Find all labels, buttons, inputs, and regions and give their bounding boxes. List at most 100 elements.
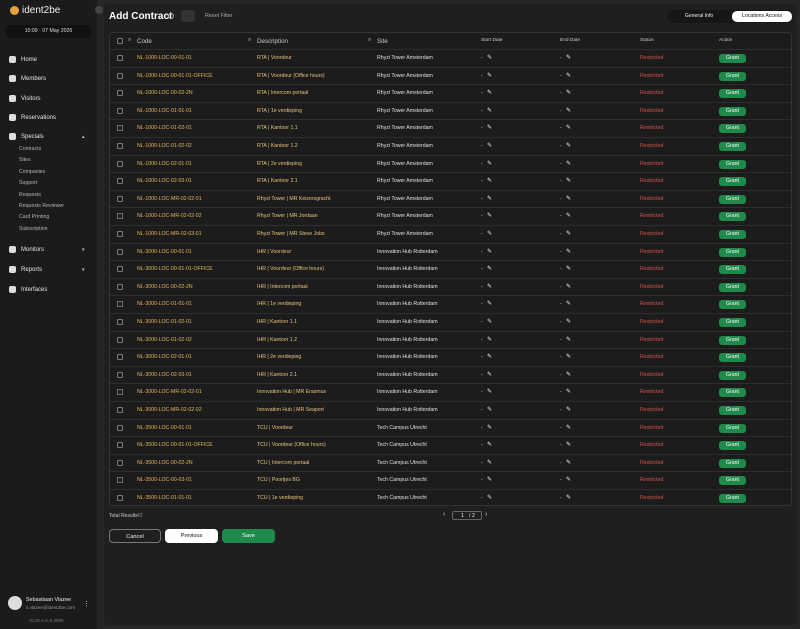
edit-icon[interactable]: ✎ bbox=[487, 424, 493, 431]
nav-item[interactable]: Reservations bbox=[21, 115, 57, 121]
grant-button[interactable]: Grant bbox=[719, 212, 746, 222]
checkbox[interactable] bbox=[117, 213, 123, 220]
reset-filter[interactable]: Reset Filter bbox=[205, 13, 233, 19]
checkbox[interactable] bbox=[117, 90, 123, 97]
edit-icon[interactable]: ✎ bbox=[566, 125, 572, 132]
edit-icon[interactable]: ✎ bbox=[487, 55, 493, 61]
nav-item[interactable]: Monitors bbox=[21, 247, 45, 253]
nav-item[interactable]: Members bbox=[21, 76, 47, 82]
edit-icon[interactable]: ✎ bbox=[566, 407, 572, 413]
collapse[interactable] bbox=[95, 6, 103, 14]
grant-button[interactable]: Grant bbox=[719, 388, 746, 398]
edit-icon[interactable]: ✎ bbox=[487, 336, 493, 343]
nav-item[interactable]: Visitors bbox=[21, 96, 41, 102]
nav-subitem[interactable]: Subscription bbox=[19, 225, 48, 232]
edit-icon[interactable]: ✎ bbox=[566, 459, 572, 466]
grant-button[interactable]: Grant bbox=[719, 335, 746, 345]
checkbox[interactable] bbox=[117, 424, 123, 431]
edit-icon[interactable]: ✎ bbox=[487, 283, 493, 290]
nav-caret[interactable]: ▴ bbox=[82, 134, 85, 140]
grant-button[interactable]: Grant bbox=[719, 441, 746, 451]
edit-icon[interactable]: ✎ bbox=[487, 477, 493, 484]
edit-icon[interactable]: ✎ bbox=[487, 107, 493, 114]
nav-caret[interactable]: ▾ bbox=[82, 267, 85, 273]
checkbox[interactable] bbox=[117, 143, 123, 149]
edit-icon[interactable]: ✎ bbox=[566, 195, 572, 202]
edit-icon[interactable]: ✎ bbox=[487, 407, 493, 413]
edit-icon[interactable]: ✎ bbox=[487, 178, 493, 185]
checkbox[interactable] bbox=[117, 266, 123, 273]
grant-button[interactable]: Grant bbox=[719, 282, 746, 292]
grant-button[interactable]: Grant bbox=[719, 194, 746, 204]
grant-button[interactable]: Grant bbox=[719, 230, 746, 239]
edit-icon[interactable]: ✎ bbox=[566, 495, 572, 501]
grant-button[interactable]: Grant bbox=[719, 106, 746, 116]
edit-icon[interactable]: ✎ bbox=[487, 495, 493, 501]
edit-icon[interactable]: ✎ bbox=[566, 107, 572, 114]
grant-button[interactable]: Grant bbox=[719, 71, 746, 81]
checkbox[interactable] bbox=[117, 371, 123, 378]
edit-icon[interactable]: ✎ bbox=[566, 354, 572, 361]
prev-page[interactable]: ‹ bbox=[443, 511, 446, 518]
save-button[interactable]: Save bbox=[222, 529, 275, 543]
grant-button[interactable]: Grant bbox=[719, 300, 746, 310]
edit-icon[interactable]: ✎ bbox=[566, 90, 572, 97]
grant-button[interactable]: Grant bbox=[719, 159, 746, 169]
checkbox[interactable] bbox=[117, 319, 123, 325]
edit-icon[interactable]: ✎ bbox=[566, 72, 572, 79]
edit-icon[interactable]: ✎ bbox=[487, 213, 493, 220]
edit-icon[interactable]: ✎ bbox=[487, 195, 493, 202]
edit-icon[interactable]: ✎ bbox=[566, 178, 572, 185]
edit-icon[interactable]: ✎ bbox=[566, 143, 572, 149]
edit-icon[interactable]: ✎ bbox=[566, 371, 572, 378]
checkbox[interactable] bbox=[117, 160, 123, 167]
edit-icon[interactable]: ✎ bbox=[566, 301, 572, 308]
nav-subitem[interactable]: Requests bbox=[19, 191, 41, 198]
edit-icon[interactable]: ✎ bbox=[487, 301, 493, 308]
nav-item[interactable]: Reports bbox=[21, 267, 43, 273]
grant-button[interactable]: Grant bbox=[719, 423, 746, 433]
nav-subitem[interactable]: Requests Reviewer bbox=[19, 203, 64, 209]
checkbox[interactable] bbox=[117, 55, 123, 61]
nav-item[interactable]: Interfaces bbox=[21, 287, 48, 293]
nav-subitem[interactable]: Contracts bbox=[19, 146, 42, 152]
nav-item[interactable]: Specials bbox=[21, 134, 44, 140]
checkbox[interactable] bbox=[117, 495, 123, 501]
user-menu[interactable]: ⋮ bbox=[83, 601, 90, 608]
search-icon[interactable]: ⌕ bbox=[368, 37, 372, 43]
edit-icon[interactable]: ✎ bbox=[487, 90, 493, 97]
grant-button[interactable]: Grant bbox=[719, 476, 746, 486]
edit-icon[interactable]: ✎ bbox=[487, 160, 493, 167]
grant-button[interactable]: Grant bbox=[719, 494, 746, 503]
next-page[interactable]: › bbox=[485, 511, 488, 518]
grant-button[interactable]: Grant bbox=[719, 247, 746, 257]
checkbox[interactable] bbox=[117, 248, 123, 255]
edit-icon[interactable]: ✎ bbox=[566, 389, 572, 396]
checkbox[interactable] bbox=[117, 477, 123, 484]
checkbox[interactable] bbox=[117, 125, 123, 132]
edit-icon[interactable]: ✎ bbox=[566, 477, 572, 484]
edit-icon[interactable]: ✎ bbox=[487, 389, 493, 396]
search-icon[interactable]: ⌕ bbox=[248, 37, 252, 43]
checkbox[interactable] bbox=[117, 442, 123, 449]
grant-button[interactable]: Grant bbox=[719, 124, 746, 134]
grant-button[interactable]: Grant bbox=[719, 458, 746, 468]
edit-icon[interactable]: ✎ bbox=[566, 266, 572, 273]
previous-button[interactable]: Previous bbox=[165, 529, 218, 543]
checkbox[interactable] bbox=[117, 283, 123, 290]
edit-icon[interactable]: ✎ bbox=[566, 213, 572, 220]
tab[interactable]: General Info bbox=[684, 13, 714, 19]
nav-caret[interactable]: ▾ bbox=[82, 247, 85, 253]
grant-button[interactable]: Grant bbox=[719, 353, 746, 363]
edit-icon[interactable]: ✎ bbox=[487, 319, 493, 325]
checkbox[interactable] bbox=[117, 301, 123, 308]
edit-icon[interactable]: ✎ bbox=[487, 72, 493, 79]
nav-subitem[interactable]: Card Printing bbox=[19, 214, 50, 221]
grant-button[interactable]: Grant bbox=[719, 370, 746, 380]
checkbox[interactable] bbox=[117, 336, 123, 343]
checkbox[interactable] bbox=[117, 38, 123, 44]
edit-icon[interactable]: ✎ bbox=[487, 143, 493, 149]
checkbox[interactable] bbox=[117, 354, 123, 361]
nav-subitem[interactable]: Support bbox=[19, 180, 38, 187]
edit-icon[interactable]: ✎ bbox=[566, 231, 572, 237]
